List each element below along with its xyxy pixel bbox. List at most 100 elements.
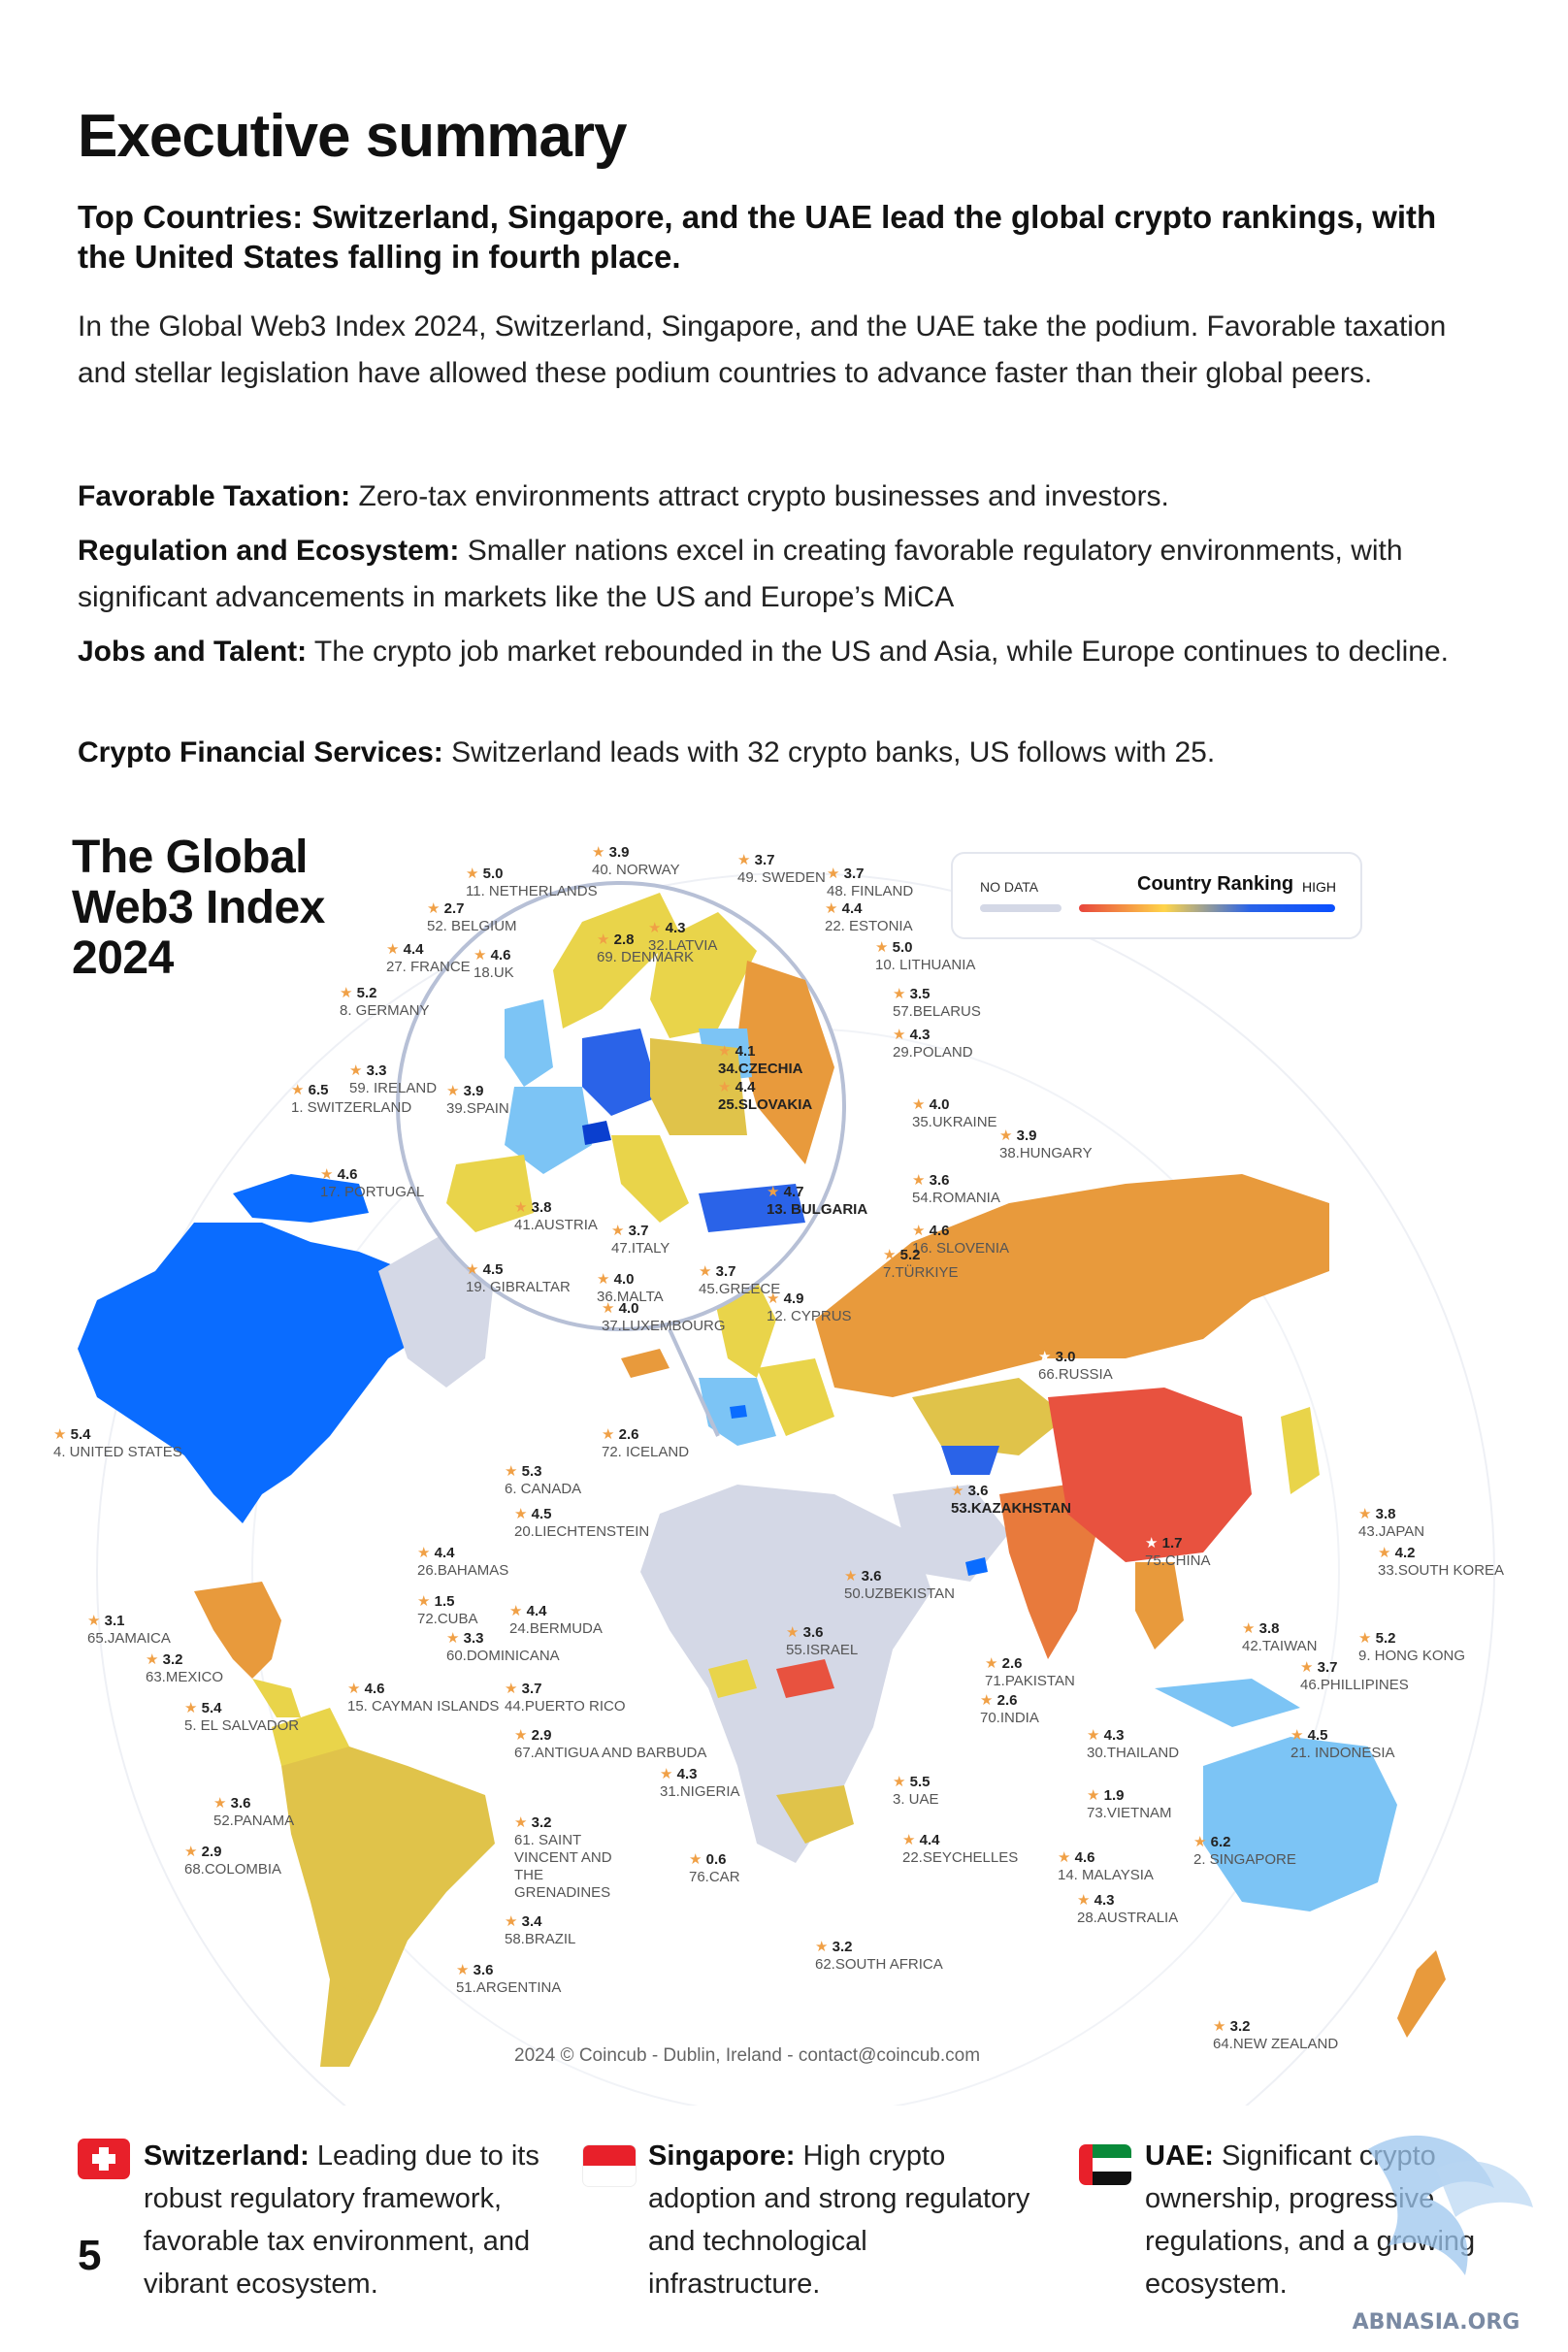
world-map [78, 872, 1495, 2106]
country-label: 3.458.BRAZIL [505, 1913, 575, 1948]
world-map-figure: The Global Web3 Index 2024 NO DATA Count… [39, 815, 1533, 2106]
country-name: 15. CAYMAN ISLANDS [347, 1698, 500, 1715]
country-label: 4.134.CZECHIA [718, 1043, 803, 1078]
country-label: 4.233.SOUTH KOREA [1378, 1545, 1504, 1580]
country-name: 50.UZBEKISTAN [844, 1585, 955, 1602]
country-name: 40. NORWAY [592, 862, 680, 878]
legend-high-label: HIGH [1302, 879, 1336, 895]
footer-item-singapore: Singapore: High crypto adoption and stro… [648, 2140, 1030, 2300]
country-score: 3.5 [893, 986, 981, 1003]
country-label: 3.843.JAPAN [1358, 1506, 1424, 1541]
country-name: 71.PAKISTAN [985, 1673, 1075, 1689]
country-label: 3.261. SAINT VINCENT AND THE GRENADINES [514, 1814, 631, 1902]
country-name: 13. BULGARIA [767, 1201, 868, 1218]
country-name: 46.PHILLIPINES [1300, 1677, 1409, 1693]
country-score: 4.6 [912, 1223, 1009, 1240]
country-score: 3.6 [213, 1795, 294, 1813]
country-score: 3.7 [827, 866, 913, 883]
country-score: 5.3 [505, 1463, 581, 1481]
singapore-flag-icon [582, 2144, 637, 2187]
country-label: 2.670.INDIA [980, 1692, 1039, 1727]
country-score: 4.4 [509, 1603, 603, 1620]
country-name: 25.SLOVAKIA [718, 1096, 813, 1113]
country-label: 3.557.BELARUS [893, 986, 981, 1021]
country-label: 4.521. INDONESIA [1290, 1727, 1395, 1762]
country-label: 1.572.CUBA [417, 1593, 478, 1628]
country-score: 5.4 [184, 1700, 299, 1717]
country-name: 28.AUSTRALIA [1077, 1910, 1179, 1926]
legend-no-data-swatch [980, 904, 1062, 912]
country-name: 5. EL SALVADOR [184, 1717, 300, 1734]
country-score: 4.3 [1077, 1892, 1178, 1910]
country-name: 72. ICELAND [602, 1444, 690, 1460]
country-score: 1.5 [417, 1593, 478, 1611]
country-label: 1.973.VIETNAM [1087, 1787, 1172, 1822]
country-label: 3.939.SPAIN [446, 1083, 509, 1118]
zoom-germany [582, 1029, 660, 1116]
point-jobs: Jobs and Talent: The crypto job market r… [78, 636, 1449, 668]
country-name: 64.NEW ZEALAND [1213, 2036, 1339, 2052]
country-score: 5.5 [893, 1774, 939, 1791]
country-name: 43.JAPAN [1358, 1523, 1425, 1540]
country-label: 5.36. CANADA [505, 1463, 581, 1498]
country-label: 3.264.NEW ZEALAND [1213, 2018, 1338, 2053]
country-label: 3.749. SWEDEN [737, 852, 826, 887]
point-regulation: Regulation and Ecosystem: Smaller nation… [78, 535, 1403, 613]
country-score: 5.2 [1358, 1630, 1465, 1648]
country-name: 38.HUNGARY [999, 1145, 1093, 1161]
country-name: 12. CYPRUS [767, 1308, 852, 1324]
country-score: 4.5 [514, 1506, 649, 1523]
country-label: 3.745.GREECE [699, 1263, 780, 1298]
point-taxation: Favorable Taxation: Zero-tax environment… [78, 480, 1169, 512]
region-switzerland-small [730, 1405, 747, 1419]
country-label: 4.713. BULGARIA [767, 1184, 867, 1219]
country-score: 4.4 [417, 1545, 508, 1562]
country-score: 3.8 [1358, 1506, 1424, 1523]
region-kazakhstan [912, 1378, 1067, 1455]
country-score: 4.6 [1058, 1849, 1154, 1867]
country-name: 4. UNITED STATES [53, 1444, 182, 1460]
country-score: 4.7 [767, 1184, 867, 1201]
country-label: 4.422. ESTONIA [825, 900, 913, 935]
country-score: 2.6 [980, 1692, 1039, 1710]
country-score: 4.4 [386, 941, 471, 959]
region-china [1048, 1388, 1252, 1562]
country-label: 4.614. MALAYSIA [1058, 1849, 1154, 1884]
country-name: 8. GERMANY [340, 1002, 430, 1019]
country-name: 58.BRAZIL [505, 1931, 576, 1947]
country-label: 1.775.CHINA [1145, 1535, 1211, 1570]
point-financial: Crypto Financial Services: Switzerland l… [78, 736, 1216, 768]
legend-no-data-label: NO DATA [980, 879, 1039, 895]
page-number: 5 [78, 2232, 102, 2279]
country-score: 4.6 [347, 1681, 499, 1698]
page-subtitle: Top Countries: Switzerland, Singapore, a… [78, 199, 1437, 275]
country-label: 4.329.POLAND [893, 1027, 973, 1062]
country-score: 3.1 [87, 1613, 171, 1630]
country-label: 5.44. UNITED STATES [53, 1426, 182, 1461]
country-name: 61. SAINT VINCENT AND THE GRENADINES [514, 1832, 612, 1901]
country-label: 3.360.DOMINICANA [446, 1630, 560, 1665]
country-score: 3.7 [611, 1223, 670, 1240]
country-score: 5.4 [53, 1426, 182, 1444]
country-name: 37.LUXEMBOURG [602, 1318, 726, 1334]
country-score: 1.9 [1087, 1787, 1172, 1805]
country-name: 72.CUBA [417, 1611, 478, 1627]
country-score: 4.0 [602, 1300, 726, 1318]
zoom-poland-east [650, 1038, 747, 1135]
country-name: 19. GIBRALTAR [466, 1279, 571, 1295]
country-name: 67.ANTIGUA AND BARBUDA [514, 1745, 707, 1761]
country-score: 3.7 [737, 852, 826, 869]
region-eastern-europe-small [757, 1358, 834, 1436]
country-label: 3.938.HUNGARY [999, 1127, 1093, 1162]
region-southeast-asia [1135, 1562, 1184, 1650]
country-name: 1. SWITZERLAND [291, 1099, 412, 1116]
country-score: 4.0 [912, 1096, 997, 1114]
region-nigeria [708, 1659, 757, 1698]
zoom-russia [737, 961, 834, 1164]
country-score: 3.2 [514, 1814, 631, 1832]
country-name: 2. SINGAPORE [1193, 1851, 1296, 1868]
country-score: 4.5 [1290, 1727, 1395, 1745]
country-score: 4.0 [597, 1271, 664, 1289]
zoom-switzerland [582, 1121, 611, 1145]
country-label: 6.51. SWITZERLAND [291, 1082, 411, 1117]
